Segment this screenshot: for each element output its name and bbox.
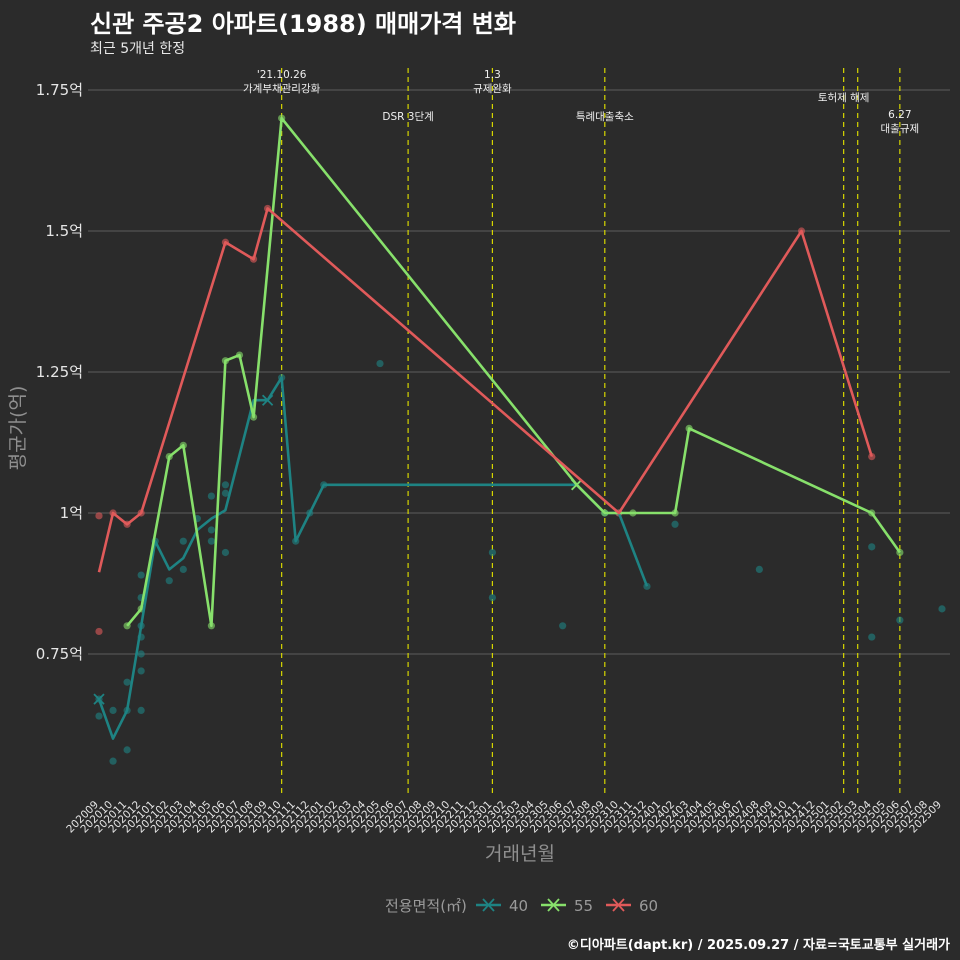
data-point-40 [488, 594, 496, 602]
legend-key-marker-60 [612, 898, 625, 912]
data-point-40 [376, 359, 384, 368]
legend: 전용면적(㎡) 40 55 60 [385, 897, 658, 915]
event-label: 가계부채관리강화 [243, 83, 321, 95]
data-point-40 [95, 712, 103, 720]
series-line-60 [97, 207, 874, 573]
event-label: 특례대출축소 [576, 111, 634, 123]
data-point-40 [868, 543, 876, 551]
event-label: 토허제 해제 [818, 91, 870, 104]
y-axis-title: 평균가(억) [7, 386, 29, 471]
x-marker-40 [93, 693, 105, 705]
y-axis-ticks: 0.75억 1억 1.25억 1.5억 1.75억 [36, 81, 83, 663]
data-point-40 [207, 526, 215, 534]
data-point-40 [221, 489, 230, 497]
data-point-40 [488, 548, 496, 557]
data-point-40 [896, 616, 904, 624]
data-point-40 [109, 757, 117, 765]
y-tick-label: 1.75억 [36, 81, 83, 99]
data-point-40 [179, 537, 187, 545]
data-point-40 [123, 678, 131, 686]
event-label: 1.3 [484, 69, 501, 81]
legend-label-60: 60 [639, 897, 658, 915]
data-point-40 [221, 481, 230, 489]
y-tick-label: 1.5억 [45, 222, 83, 240]
y-tick-label: 1억 [60, 504, 83, 522]
data-point-40 [868, 633, 876, 641]
data-point-40 [207, 492, 215, 500]
data-point-40 [559, 622, 567, 630]
source-caption: ©디아파트(dapt.kr) / 2025.09.27 / 자료=국토교통부 실… [566, 938, 950, 953]
event-label: '21.10.26 [257, 69, 307, 81]
y-tick-label: 0.75억 [36, 645, 83, 663]
x-marker-55 [571, 479, 583, 491]
data-point-40 [207, 537, 215, 545]
data-point-40 [123, 746, 131, 754]
data-point-40 [137, 650, 145, 658]
data-point-60 [95, 512, 103, 520]
data-point-40 [755, 565, 763, 574]
data-point-40 [137, 706, 145, 715]
x-axis-title: 거래년월 [485, 843, 555, 865]
event-label: 규제완화 [473, 82, 512, 95]
legend-title: 전용면적(㎡) [385, 897, 467, 915]
grid-lines [88, 89, 950, 655]
y-tick-label: 1.25억 [36, 363, 83, 381]
series-layer [93, 114, 946, 765]
legend-label-55: 55 [574, 897, 593, 915]
chart-title: 신관 주공2 아파트(1988) 매매가격 변화 [90, 10, 516, 38]
legend-key-marker-40 [482, 898, 495, 912]
data-point-60 [95, 627, 103, 636]
event-label: 대출규제 [881, 123, 920, 135]
series-line-55 [126, 116, 901, 628]
data-point-40 [938, 605, 946, 613]
legend-label-40: 40 [509, 897, 528, 915]
data-point-40 [137, 667, 145, 675]
series-line-40 [97, 376, 649, 740]
x-marker-40 [261, 394, 274, 406]
event-label: 6.27 [888, 109, 911, 121]
data-point-40 [671, 520, 679, 528]
data-point-40 [165, 577, 173, 585]
data-point-40 [109, 706, 117, 715]
data-point-40 [221, 548, 230, 557]
data-point-40 [137, 571, 145, 579]
event-lines [281, 68, 901, 795]
event-label: DSR 3단계 [382, 111, 433, 123]
data-point-40 [179, 565, 187, 574]
x-axis-ticks: 2020092020102020112020122021012021022021… [64, 798, 944, 835]
legend-key-marker-55 [547, 898, 560, 912]
chart-subtitle: 최근 5개년 한정 [90, 41, 186, 57]
